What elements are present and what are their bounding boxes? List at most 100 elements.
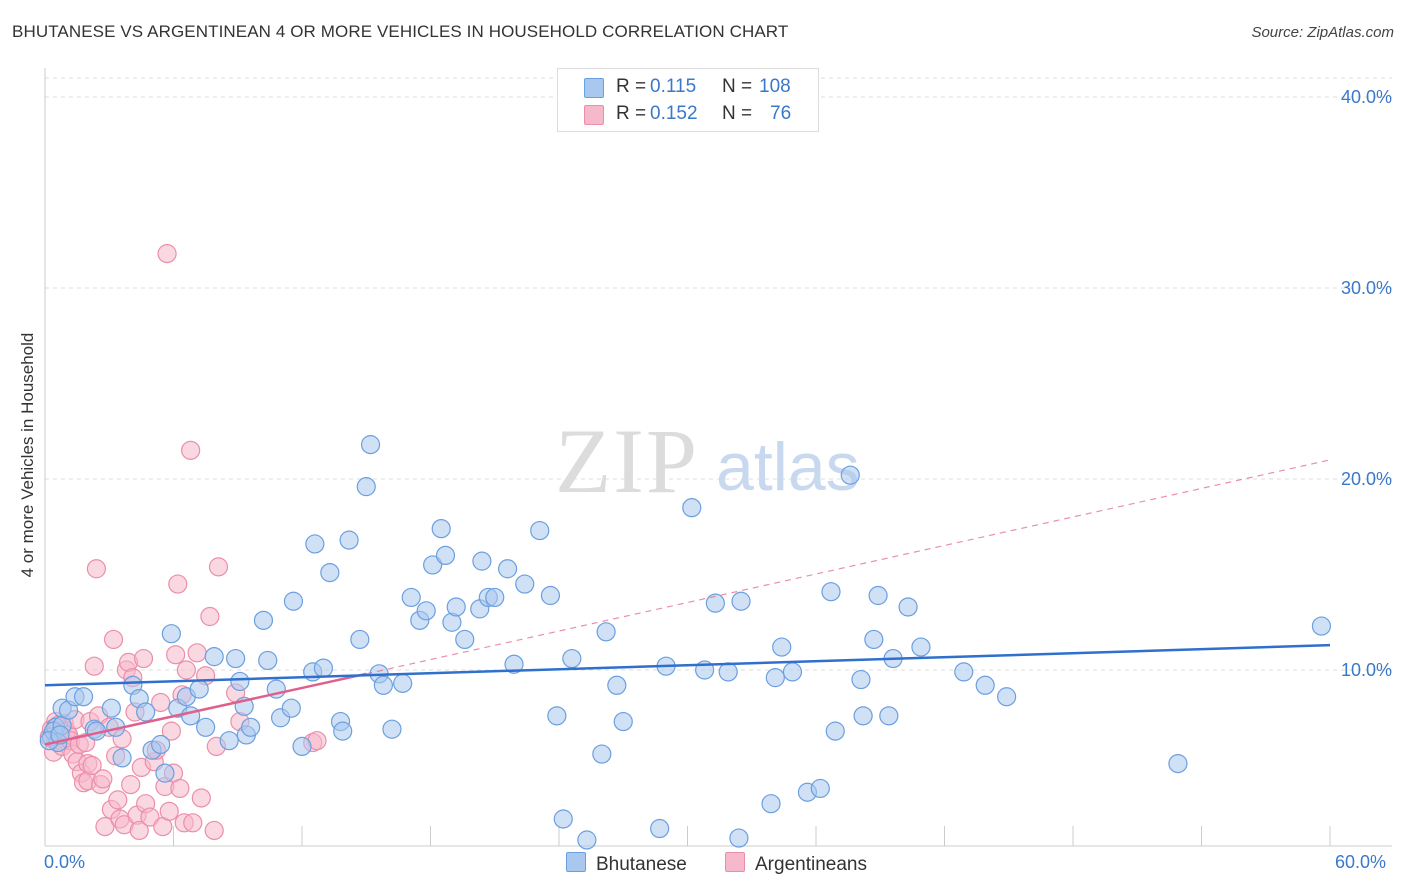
- y-tick-label: 40.0%: [1340, 87, 1392, 107]
- data-point: [360, 435, 381, 455]
- data-point: [515, 574, 535, 594]
- y-axis-label: 4 or more Vehicles in Household: [18, 332, 37, 578]
- data-point: [161, 624, 181, 644]
- data-point: [166, 645, 186, 665]
- data-point: [187, 643, 207, 663]
- data-point: [446, 597, 466, 617]
- data-point: [393, 673, 413, 693]
- data-point: [472, 551, 492, 571]
- data-point: [339, 530, 359, 550]
- data-point: [1311, 616, 1332, 636]
- data-point: [305, 534, 325, 554]
- data-point: [562, 648, 582, 669]
- data-point: [853, 706, 873, 726]
- data-point: [954, 662, 974, 682]
- data-point: [356, 477, 376, 497]
- data-point: [129, 820, 149, 841]
- data-point: [553, 809, 573, 829]
- data-point: [95, 817, 115, 837]
- data-point: [73, 687, 94, 707]
- data-point: [86, 559, 107, 579]
- data-point: [825, 721, 845, 741]
- legend-n-value: 108: [759, 76, 791, 97]
- data-point: [281, 698, 301, 718]
- legend-n-value: 76: [770, 103, 792, 124]
- data-point: [101, 698, 121, 718]
- data-point: [333, 721, 353, 741]
- data-point: [423, 555, 443, 575]
- trend-lines: [44, 459, 1331, 746]
- data-point: [161, 721, 181, 741]
- bhutanese-trend-line: [44, 643, 1331, 687]
- data-point: [455, 629, 475, 650]
- watermark: ZIP atlas: [555, 410, 860, 512]
- data-point: [782, 662, 803, 682]
- data-point: [401, 587, 421, 608]
- data-point: [879, 706, 899, 726]
- axes: [44, 68, 1392, 847]
- gridlines: [45, 77, 1392, 671]
- data-point: [108, 790, 128, 810]
- data-point: [911, 637, 931, 657]
- data-point: [155, 763, 175, 783]
- data-point: [997, 687, 1017, 707]
- watermark-zip: ZIP: [555, 410, 699, 512]
- data-point: [435, 545, 456, 566]
- data-point: [650, 818, 670, 839]
- data-point: [718, 662, 738, 682]
- data-point: [577, 830, 597, 850]
- data-point: [485, 587, 505, 608]
- chart-title: BHUTANESE VS ARGENTINEAN 4 OR MORE VEHIC…: [12, 22, 789, 41]
- data-point: [761, 794, 781, 814]
- data-point: [810, 778, 830, 799]
- legend-r-label: R =: [616, 103, 647, 124]
- data-point: [682, 498, 702, 518]
- legend-r-value: 0.152: [650, 103, 698, 124]
- data-point: [200, 606, 220, 627]
- data-point: [170, 778, 190, 799]
- data-point: [168, 574, 188, 594]
- data-point: [772, 637, 792, 657]
- data-point: [196, 717, 216, 737]
- argentineans-points: [39, 244, 327, 841]
- y-tick-label: 10.0%: [1340, 660, 1392, 680]
- data-point: [140, 807, 160, 827]
- data-point: [283, 591, 304, 611]
- data-point: [208, 557, 229, 577]
- data-point: [320, 562, 340, 583]
- data-point: [1168, 753, 1188, 774]
- data-point: [705, 593, 725, 613]
- data-point: [313, 658, 334, 678]
- bottom-legend-bhutanese: Bhutanese: [566, 852, 687, 876]
- data-point: [226, 648, 246, 669]
- x-tick-label-min: 0.0%: [44, 852, 86, 872]
- data-point: [898, 597, 918, 617]
- data-point: [136, 702, 156, 722]
- data-point: [431, 519, 451, 539]
- data-point: [592, 744, 612, 764]
- data-point: [112, 748, 132, 768]
- data-point: [350, 629, 370, 650]
- x-tick-label-max: 60.0%: [1335, 852, 1387, 872]
- data-point: [159, 801, 179, 821]
- data-point: [373, 675, 393, 695]
- correlation-legend: R = 0.115 N = 108 R = 0.152 N = 76: [557, 68, 819, 132]
- data-point: [181, 706, 201, 726]
- bottom-legend-label: Argentineans: [755, 854, 867, 875]
- y-tick-label: 20.0%: [1340, 469, 1392, 489]
- legend-n-label: N =: [722, 76, 753, 97]
- data-point: [821, 582, 841, 602]
- data-point: [868, 585, 888, 606]
- data-point: [731, 591, 751, 611]
- data-point: [530, 520, 550, 541]
- data-point: [975, 675, 995, 695]
- data-point: [258, 650, 278, 671]
- data-point: [84, 656, 104, 676]
- bottom-legend-argentineans: Argentineans: [725, 852, 867, 876]
- source-label: Source: ZipAtlas.com: [1251, 24, 1394, 41]
- bhutanese-points: [39, 435, 1332, 850]
- data-point: [540, 585, 561, 606]
- y-tick-label: 30.0%: [1340, 278, 1392, 298]
- data-point: [498, 559, 518, 579]
